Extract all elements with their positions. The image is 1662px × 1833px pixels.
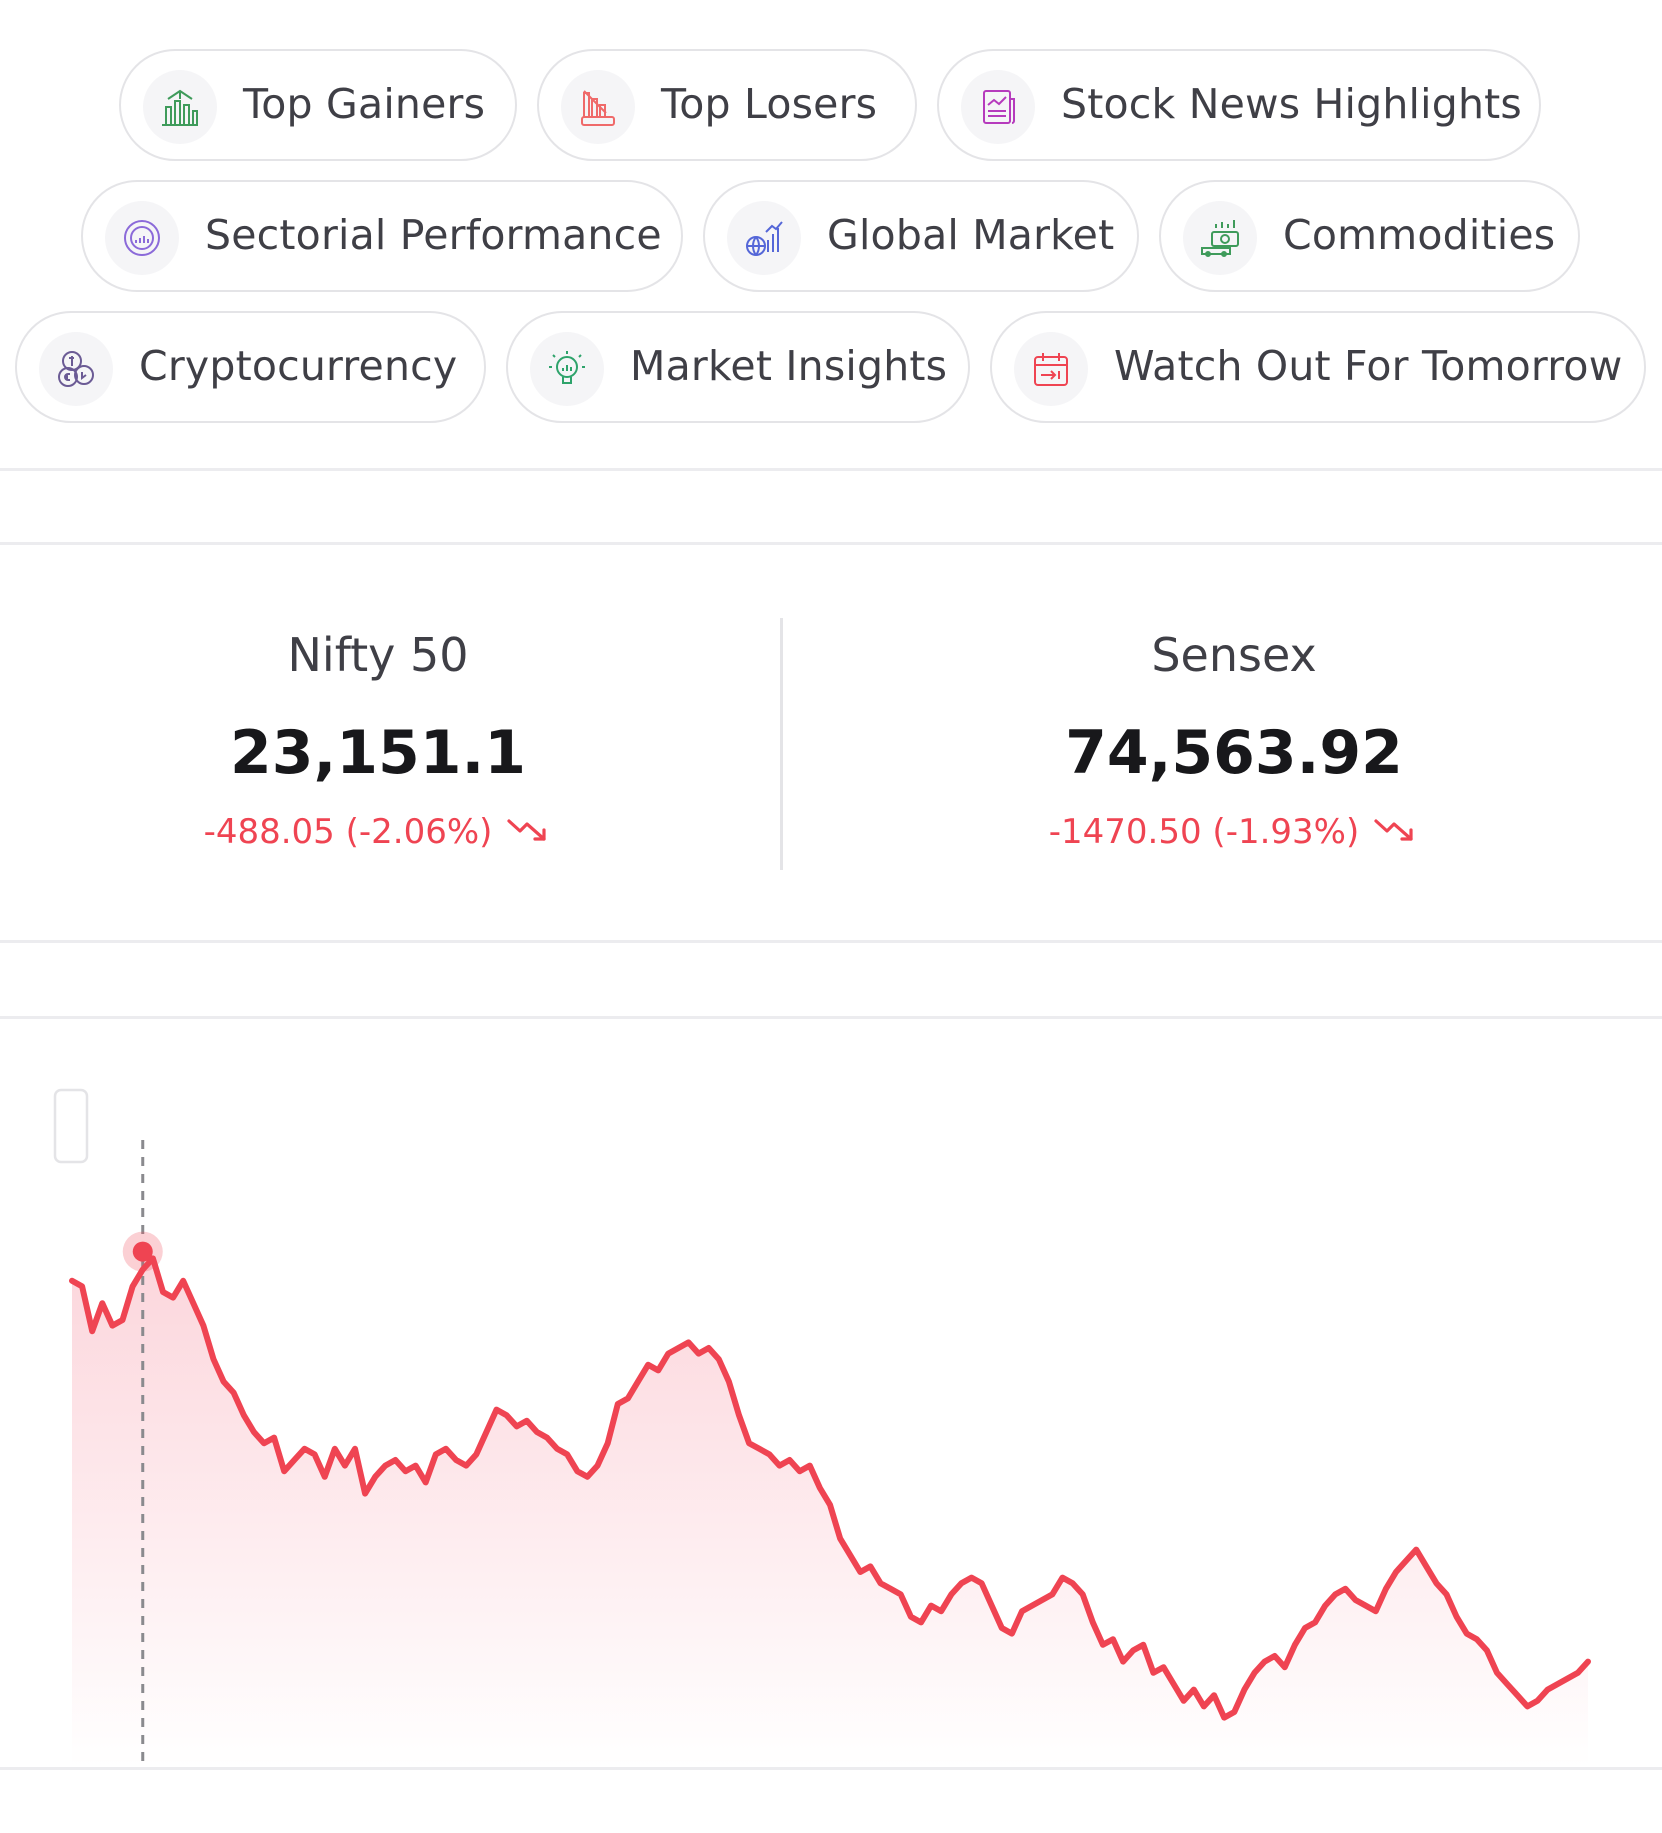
quick-link-label: Stock News Highlights	[1061, 80, 1522, 128]
top-losers-icon	[561, 70, 635, 144]
quick-link-label: Market Insights	[630, 342, 948, 390]
index-intraday-chart[interactable]	[0, 1070, 1662, 1770]
index-change-text: -488.05 (-2.06%)	[203, 812, 493, 852]
stock-news-icon	[961, 70, 1035, 144]
quick-link-label: Top Losers	[661, 80, 878, 128]
quick-link-label: Watch Out For Tomorrow	[1114, 342, 1623, 390]
sectorial-performance-icon	[105, 201, 179, 275]
index-name: Nifty 50	[287, 628, 469, 682]
section-divider	[0, 542, 1662, 545]
index-card-sensex[interactable]: Sensex 74,563.92 -1470.50 (-1.93%)	[934, 620, 1534, 860]
trend-down-icon	[506, 804, 552, 860]
index-value: 23,151.1	[229, 718, 527, 788]
index-change: -488.05 (-2.06%)	[78, 804, 678, 860]
market-insights-icon	[530, 332, 604, 406]
commodities-icon	[1183, 201, 1257, 275]
global-market-icon	[727, 201, 801, 275]
quick-link-label: Sectorial Performance	[205, 211, 662, 259]
chart-series-line	[69, 1255, 1591, 1721]
section-divider	[0, 940, 1662, 943]
section-divider	[0, 1016, 1662, 1019]
quick-link-label: Commodities	[1283, 211, 1556, 259]
trend-down-icon	[1373, 804, 1419, 860]
quick-link-cryptocurrency[interactable]: Cryptocurrency	[15, 311, 486, 423]
watch-out-calendar-icon	[1014, 332, 1088, 406]
index-change-text: -1470.50 (-1.93%)	[1048, 812, 1360, 852]
quick-link-market-insights[interactable]: Market Insights	[506, 311, 970, 423]
quick-link-watch-out-for-tomorrow[interactable]: Watch Out For Tomorrow	[990, 311, 1646, 423]
index-name: Sensex	[1151, 628, 1317, 682]
index-value: 74,563.92	[1065, 718, 1403, 788]
quick-link-commodities[interactable]: Commodities	[1159, 180, 1580, 292]
quick-link-label: Top Gainers	[243, 80, 486, 128]
top-gainers-icon	[143, 70, 217, 144]
chart-baseline	[0, 1767, 1662, 1770]
index-divider	[780, 618, 783, 870]
quick-link-label: Cryptocurrency	[139, 342, 458, 390]
chart-marker-point[interactable]	[132, 1241, 153, 1262]
quick-link-label: Global Market	[827, 211, 1115, 259]
quick-link-top-gainers[interactable]: Top Gainers	[119, 49, 517, 161]
index-change: -1470.50 (-1.93%)	[934, 804, 1534, 860]
quick-link-global-market[interactable]: Global Market	[703, 180, 1139, 292]
quick-link-sectorial-performance[interactable]: Sectorial Performance	[81, 180, 683, 292]
index-card-nifty-50[interactable]: Nifty 50 23,151.1 -488.05 (-2.06%)	[78, 620, 678, 860]
chart-tooltip-edge	[53, 1088, 89, 1164]
section-divider	[0, 468, 1662, 471]
quick-link-stock-news-highlights[interactable]: Stock News Highlights	[937, 49, 1541, 161]
cryptocurrency-icon	[39, 332, 113, 406]
quick-link-top-losers[interactable]: Top Losers	[537, 49, 917, 161]
